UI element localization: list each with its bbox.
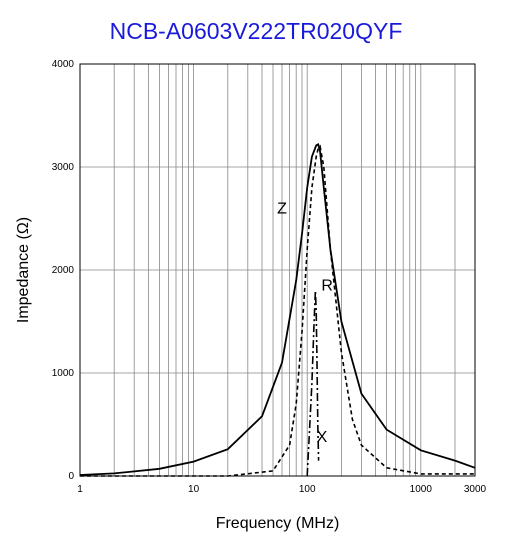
grid-layer <box>79 63 476 477</box>
x-tick-label: 10 <box>188 484 200 495</box>
x-tick-label: 1000 <box>410 484 433 495</box>
y-tick-label: 2000 <box>52 265 75 276</box>
series-line-x <box>306 290 320 477</box>
x-tick-label: 3000 <box>464 484 487 495</box>
plot-frame <box>79 63 476 477</box>
series-line-z <box>79 142 476 476</box>
y-axis-label: Impedance (Ω) <box>15 217 32 323</box>
series-layer <box>79 142 476 477</box>
series-line-r <box>80 144 475 477</box>
series-labels: Z R X <box>277 200 333 446</box>
y-tick-label: 4000 <box>52 59 75 70</box>
x-tick-label: 100 <box>299 484 316 495</box>
chart-title: NCB-A0603V222TR020QYF <box>109 18 403 44</box>
series-label-r: R <box>321 278 333 295</box>
axis-layer <box>79 63 476 477</box>
tick-labels: 0 1000 2000 3000 4000 1 10 100 1000 3000 <box>52 59 487 495</box>
x-axis-label: Frequency (MHz) <box>216 515 340 532</box>
y-tick-label: 1000 <box>52 368 75 379</box>
series-label-x: X <box>317 429 328 446</box>
y-tick-label: 0 <box>68 471 74 482</box>
x-tick-label: 1 <box>77 484 83 495</box>
series-label-z: Z <box>277 200 287 217</box>
y-tick-label: 3000 <box>52 162 75 173</box>
